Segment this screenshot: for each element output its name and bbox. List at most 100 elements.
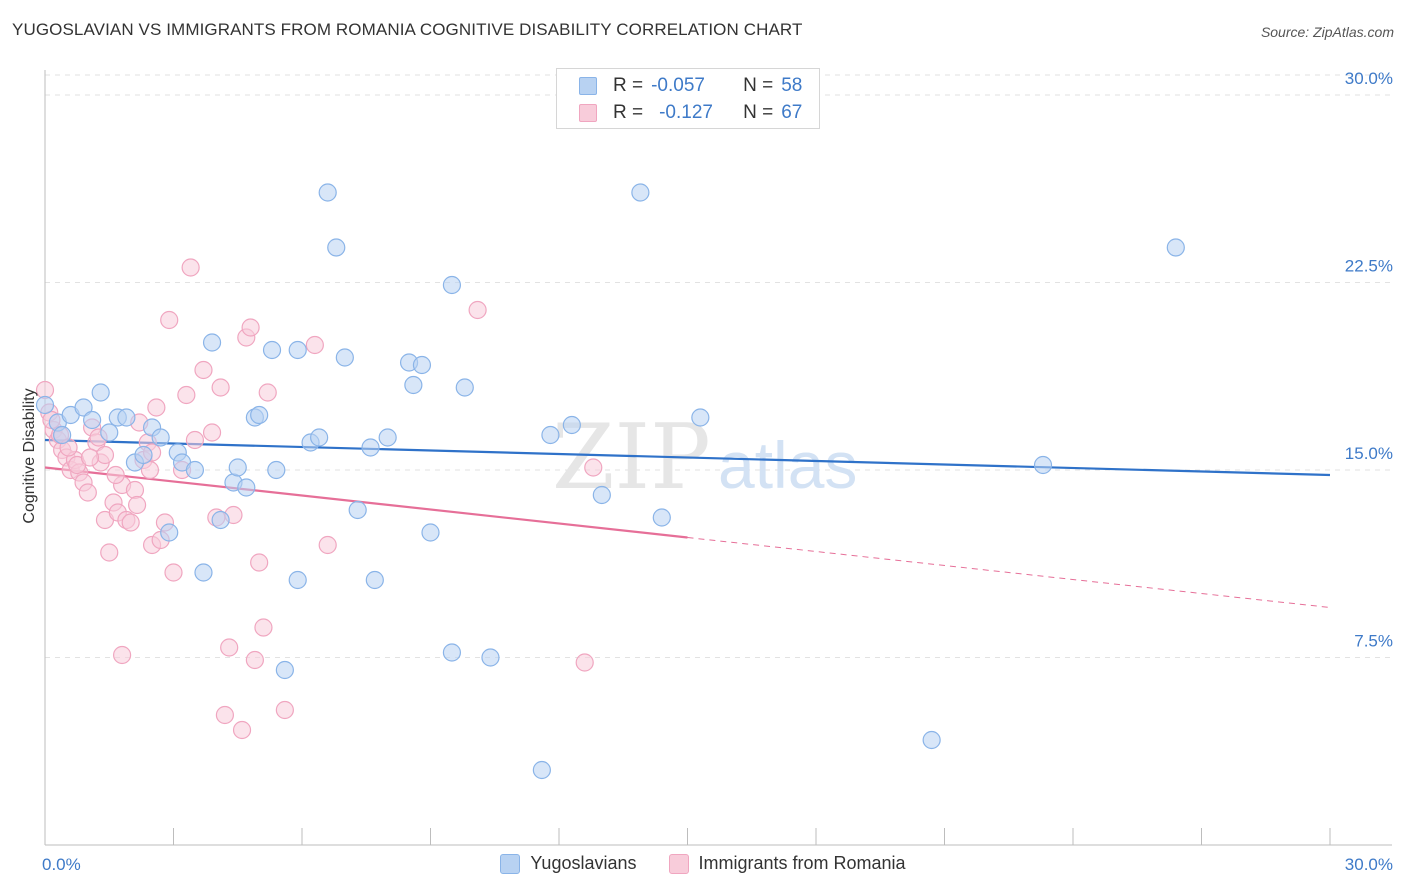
data-point-romania: [575, 653, 594, 672]
x-tick-label-min: 0.0%: [42, 855, 81, 874]
data-points: [35, 183, 1185, 780]
data-point-yugoslavians: [1033, 455, 1053, 475]
data-point-yugoslavians: [652, 508, 671, 527]
data-point-yugoslavians: [532, 760, 551, 780]
data-point-yugoslavians: [134, 445, 153, 465]
legend-n-value: 67: [781, 102, 803, 123]
legend-r-label: R =: [613, 75, 644, 96]
data-point-yugoslavians: [335, 348, 354, 367]
data-point-yugoslavians: [592, 485, 611, 505]
data-point-yugoslavians: [1166, 238, 1185, 257]
stats-legend: R = -0.057 N = 58 R = -0.127 N = 67: [556, 68, 820, 129]
data-point-yugoslavians: [202, 333, 222, 352]
data-point-yugoslavians: [361, 438, 380, 457]
data-point-romania: [185, 430, 205, 450]
data-point-yugoslavians: [691, 408, 710, 427]
data-point-romania: [275, 700, 294, 720]
data-point-romania: [232, 720, 252, 740]
data-point-yugoslavians: [53, 425, 72, 445]
series-legend: Yugoslavians Immigrants from Romania: [0, 853, 1406, 874]
data-point-romania: [106, 465, 125, 485]
data-point-yugoslavians: [83, 410, 102, 430]
data-point-yugoslavians: [74, 398, 93, 417]
y-tick-label: 30.0%: [1345, 69, 1393, 88]
data-point-yugoslavians: [250, 405, 269, 425]
data-point-yugoslavians: [211, 510, 230, 530]
data-point-yugoslavians: [442, 643, 462, 662]
trend-line-1: [44, 466, 688, 539]
data-point-romania: [318, 535, 337, 555]
data-point-yugoslavians: [194, 563, 213, 582]
legend-row-romania: R = -0.127 N = 67: [579, 102, 802, 124]
legend-row-yugoslavians: R = -0.057 N = 58: [579, 75, 802, 97]
legend-swatch-pink: [668, 853, 689, 874]
data-point-yugoslavians: [348, 500, 367, 520]
data-point-yugoslavians: [378, 428, 397, 447]
data-point-yugoslavians: [91, 383, 110, 402]
data-point-romania: [125, 480, 145, 500]
data-point-romania: [181, 258, 200, 277]
legend-swatch-blue: [579, 77, 597, 95]
data-point-romania: [127, 495, 147, 515]
data-point-yugoslavians: [541, 425, 560, 445]
data-point-romania: [250, 553, 269, 572]
data-point-romania: [78, 483, 97, 502]
axes: [44, 70, 1392, 846]
y-tick-label: 7.5%: [1354, 632, 1393, 651]
y-axis-label: Cognitive Disability: [21, 388, 38, 523]
data-point-yugoslavians: [228, 458, 247, 477]
data-point-romania: [220, 638, 239, 657]
data-point-yugoslavians: [288, 570, 307, 590]
data-point-romania: [584, 458, 603, 477]
data-point-romania: [211, 378, 230, 397]
data-point-yugoslavians: [117, 408, 136, 427]
data-point-yugoslavians: [35, 395, 55, 415]
data-point-romania: [80, 448, 100, 467]
data-point-romania: [245, 650, 264, 670]
data-point-romania: [215, 705, 234, 725]
chart-title: YUGOSLAVIAN VS IMMIGRANTS FROM ROMANIA C…: [12, 20, 803, 39]
data-point-yugoslavians: [151, 428, 170, 447]
data-point-romania: [112, 645, 132, 665]
data-point-romania: [164, 563, 183, 582]
data-point-yugoslavians: [262, 340, 282, 360]
data-point-romania: [202, 423, 222, 442]
y-tick-label: 15.0%: [1345, 444, 1393, 463]
data-point-romania: [121, 513, 140, 532]
tick-labels: 7.5% 15.0% 22.5% 30.0% 0.0% 30.0%: [42, 69, 1393, 874]
legend-r-value: -0.127: [659, 102, 713, 123]
data-point-romania: [258, 383, 277, 402]
legend-label-yugoslavians: Yugoslavians: [530, 853, 637, 873]
data-point-yugoslavians: [442, 275, 462, 295]
legend-n-label: N =: [743, 75, 774, 96]
data-point-yugoslavians: [275, 660, 294, 680]
legend-n-label: N =: [743, 102, 774, 123]
data-point-romania: [100, 543, 119, 562]
data-point-romania: [194, 360, 213, 380]
data-point-yugoslavians: [160, 523, 179, 542]
data-point-yugoslavians: [412, 355, 432, 375]
legend-label-romania: Immigrants from Romania: [698, 853, 906, 873]
data-point-yugoslavians: [185, 460, 205, 480]
data-point-romania: [140, 460, 160, 480]
data-point-yugoslavians: [310, 428, 329, 447]
data-point-yugoslavians: [922, 730, 941, 750]
legend-r-label: R =: [613, 102, 644, 123]
chart-source: Source: ZipAtlas.com: [1260, 24, 1394, 40]
legend-item-romania: Immigrants from Romania: [668, 853, 906, 874]
data-point-yugoslavians: [288, 340, 307, 360]
watermark-atlas: atlas: [718, 428, 857, 502]
legend-n-value: 58: [781, 75, 803, 96]
data-point-romania: [241, 318, 260, 337]
data-point-yugoslavians: [562, 415, 581, 435]
data-point-yugoslavians: [365, 570, 384, 590]
legend-swatch-blue: [500, 853, 521, 874]
x-tick-label-max: 30.0%: [1345, 855, 1393, 874]
data-point-romania: [177, 385, 196, 405]
data-point-romania: [95, 445, 115, 465]
data-point-yugoslavians: [237, 478, 256, 497]
data-point-yugoslavians: [100, 423, 119, 442]
legend-swatch-pink: [579, 104, 597, 122]
y-tick-label: 22.5%: [1345, 257, 1393, 276]
data-point-romania: [468, 300, 487, 320]
